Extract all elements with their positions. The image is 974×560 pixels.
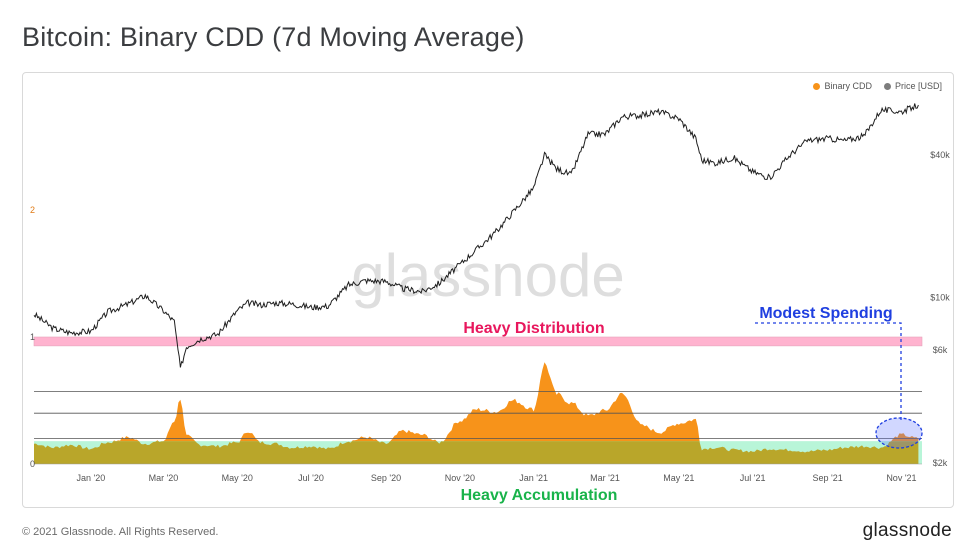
right-tick-label: $10k [930,293,950,303]
axes-layer: Jan '20 Mar '20 May '20 Jul '20 Sep '20 Nov '… [30,150,950,483]
annotation-layer: Heavy Distribution Heavy Accumulation Mo… [461,305,923,504]
modest-spending-label: Modest Spending [759,305,892,322]
price-line [33,103,919,368]
x-tick-label: Sep '20 [371,473,401,483]
legend-dot-price [883,82,891,90]
x-tick-label: May '20 [222,473,253,483]
watermark: glassnode [351,242,625,309]
right-tick-label: $6k [933,345,948,355]
heavy-accumulation-label: Heavy Accumulation [461,487,618,504]
chart-legend: Binary CDD Price [USD] [813,81,942,91]
legend-label-binary-cdd: Binary CDD [824,81,872,91]
cdd-area-low [34,441,919,464]
modest-spending-leader [755,322,902,420]
x-tick-label: Nov '20 [445,473,475,483]
heavy-distribution-band [33,336,923,347]
glassnode-logo[interactable]: glassnode [862,520,952,541]
modest-spending-circle [875,417,923,449]
chart-title: Bitcoin: Binary CDD (7d Moving Average) [22,22,525,52]
watermark-layer: glassnode [351,242,625,309]
x-tick-label: May '21 [663,473,694,483]
x-tick-label: Nov '21 [886,473,916,483]
x-tick-label: Jan '21 [519,473,548,483]
x-tick-label: Sep '21 [813,473,843,483]
x-tick-label: Mar '20 [149,473,179,483]
legend-item-price[interactable]: Price [USD] [883,81,942,91]
cdd-area-layer [34,362,919,464]
copyright-text: © 2021 Glassnode. All Rights Reserved. [22,526,219,538]
reference-lines-layer [34,391,922,465]
legend-dot-binary-cdd [813,82,821,90]
x-tick-label: Jul '20 [298,473,324,483]
x-tick-label: Mar '21 [590,473,620,483]
x-tick-label: Jul '21 [740,473,766,483]
legend-label-price: Price [USD] [894,81,942,91]
legend-item-binary-cdd[interactable]: Binary CDD [813,81,872,91]
left-tick-label: 1 [30,332,35,342]
left-tick-label: 0 [30,459,35,469]
price-layer [33,103,919,368]
left-tick-label: 2 [30,205,35,215]
x-tick-label: Jan '20 [76,473,105,483]
cdd-area-high [113,362,919,442]
right-tick-label: $40k [930,150,950,160]
right-tick-label: $2k [933,458,948,468]
heavy-distribution-label: Heavy Distribution [463,320,604,337]
